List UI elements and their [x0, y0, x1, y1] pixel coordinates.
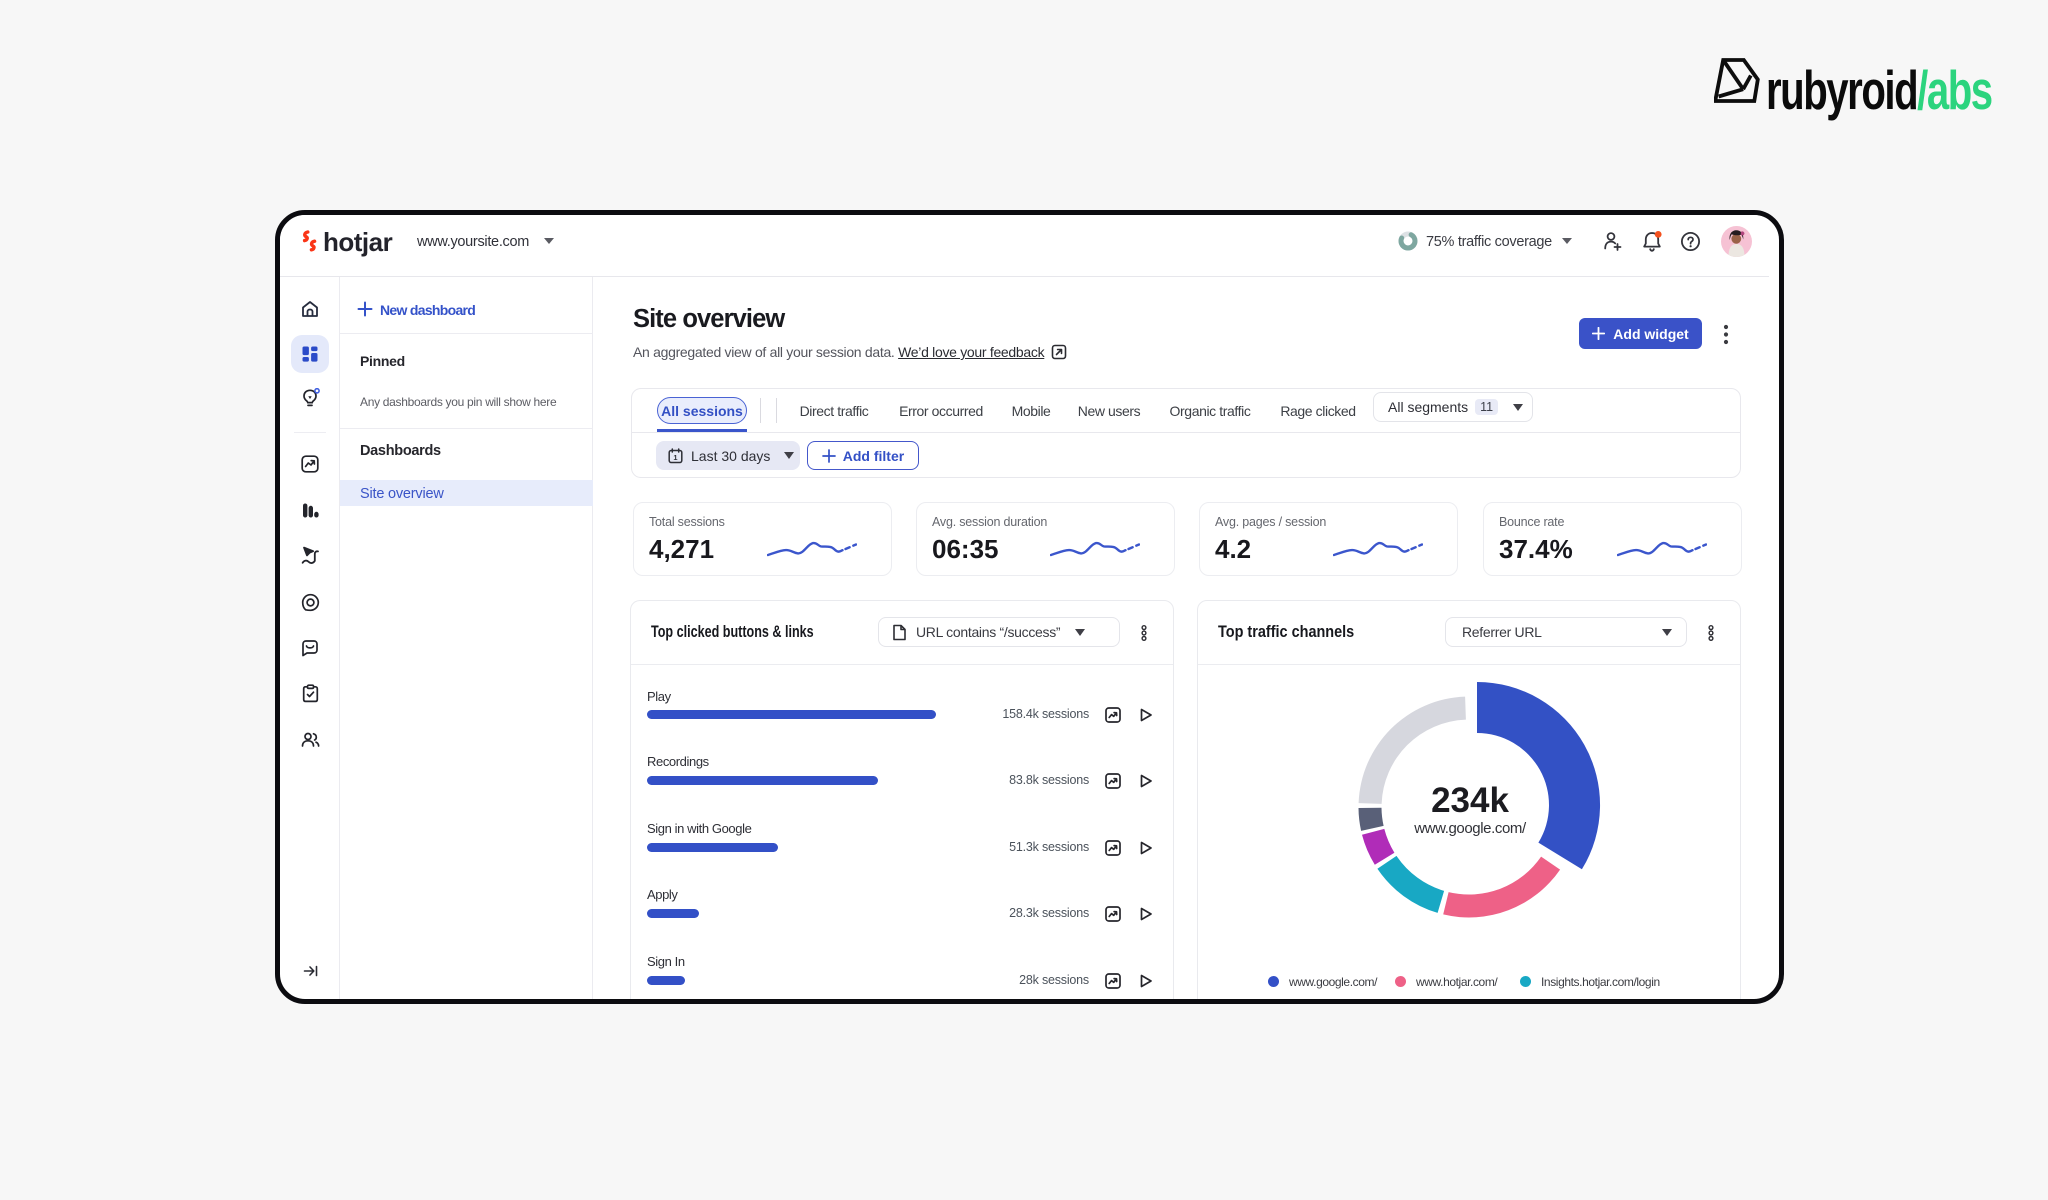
svg-text:1: 1	[673, 453, 677, 462]
